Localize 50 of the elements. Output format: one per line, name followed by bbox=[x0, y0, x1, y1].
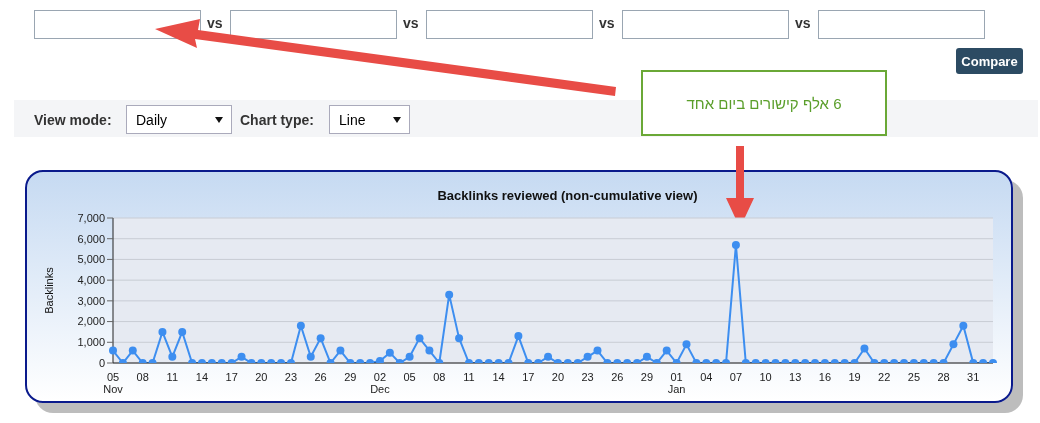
x-tick-label: 23 bbox=[581, 371, 594, 383]
x-tick-label: 14 bbox=[195, 371, 209, 383]
x-tick-label: 20 bbox=[255, 371, 268, 383]
y-tick-label: 5,000 bbox=[77, 253, 105, 266]
x-tick-label: 26 bbox=[611, 371, 624, 383]
x-tick-label: 17 bbox=[225, 371, 238, 383]
button: Compare bbox=[956, 48, 1023, 74]
dropdown-field: Daily bbox=[126, 105, 232, 134]
x-tick-label: 17 bbox=[522, 371, 535, 383]
y-tick-label: 3,000 bbox=[77, 294, 105, 307]
x-tick-label: 22 bbox=[878, 371, 891, 383]
x-tick-label: 04 bbox=[700, 371, 713, 383]
x-tick-label: 29 bbox=[344, 371, 357, 383]
x-tick-label: 11 bbox=[463, 371, 475, 383]
text: vs bbox=[207, 15, 223, 31]
y-tick-label: 4,000 bbox=[77, 274, 105, 287]
y-tick-label: 0 bbox=[98, 356, 105, 369]
x-tick-label: 11 bbox=[166, 371, 179, 383]
text: vs bbox=[403, 15, 419, 31]
y-axis-title: Backlinks bbox=[42, 266, 55, 314]
y-tick-label: 6,000 bbox=[77, 232, 105, 245]
x-tick-label: 31 bbox=[967, 371, 980, 383]
x-tick-label: 13 bbox=[789, 371, 802, 383]
x-tick-label: 05 Nov bbox=[103, 371, 124, 395]
x-tick-label: 23 bbox=[284, 371, 298, 383]
x-tick-label: 26 bbox=[314, 371, 327, 383]
chart-title: Backlinks reviewed (non-cumulative view) bbox=[436, 188, 699, 203]
x-tick-label: 05 bbox=[403, 371, 416, 383]
x-tick-label: 20 bbox=[551, 371, 565, 383]
text: vs bbox=[795, 15, 811, 31]
x-tick-label: 25 bbox=[907, 371, 921, 383]
dropdown-field: Line bbox=[329, 105, 410, 134]
x-tick-label: 28 bbox=[937, 371, 950, 383]
note-box: 6 אלף קישורים ביום אחד bbox=[641, 70, 887, 136]
x-tick-label: 14 bbox=[492, 371, 505, 383]
y-tick-label: 2,000 bbox=[77, 315, 105, 328]
x-tick-label: 01 Jan bbox=[667, 371, 686, 395]
text: View mode: bbox=[34, 112, 112, 128]
x-tick-label: 08 bbox=[433, 371, 446, 383]
text: vs bbox=[599, 15, 615, 31]
x-tick-label: 07 bbox=[729, 371, 743, 383]
text: Chart type: bbox=[240, 112, 314, 128]
x-tick-label: 19 bbox=[848, 371, 861, 383]
x-tick-label: 16 bbox=[818, 371, 832, 383]
x-tick-label: 10 bbox=[759, 371, 772, 383]
x-tick-label: 02 Dec bbox=[370, 371, 391, 395]
x-tick-label: 29 bbox=[640, 371, 654, 383]
x-tick-label: 08 bbox=[136, 371, 149, 383]
y-tick-label: 7,000 bbox=[77, 211, 105, 224]
y-tick-label: 1,000 bbox=[77, 336, 105, 349]
